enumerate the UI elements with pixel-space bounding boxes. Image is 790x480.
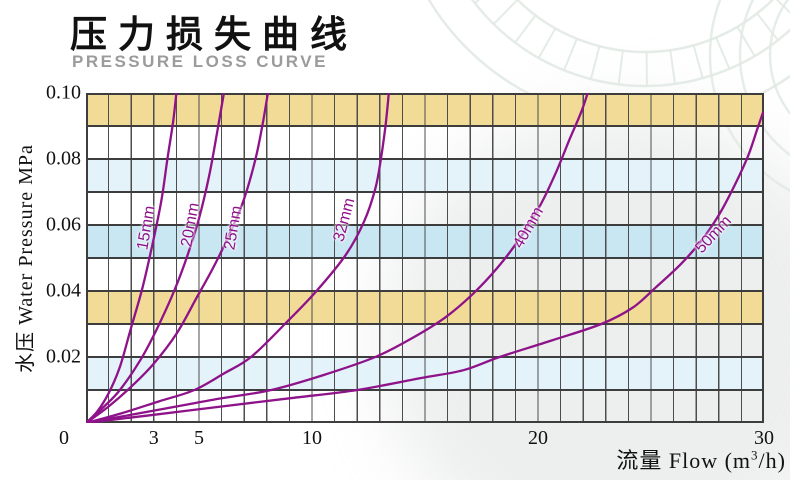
x-tick-label-3: 3 [148, 427, 159, 449]
x-tick-label-5: 5 [194, 427, 204, 449]
y-tick-label-0.06: 0.06 [46, 213, 81, 236]
plot-frame [86, 93, 764, 423]
y-tick-label-0.02: 0.02 [46, 345, 81, 368]
x-tick-label-0: 0 [59, 427, 69, 449]
curve-20mm [86, 93, 226, 423]
page-subtitle: PRESSURE LOSS CURVE [72, 52, 328, 71]
watermark-arc [617, 50, 624, 85]
watermark-arc [669, 50, 677, 85]
watermark-arc [692, 45, 704, 79]
x-axis-title: 流量 Flow (m3/h) [616, 447, 786, 473]
curve-50mm [86, 111, 764, 423]
y-tick-label-0.10: 0.10 [46, 81, 81, 104]
plot-area [86, 93, 764, 423]
watermark-arc [708, 0, 790, 193]
y-tick-label-0.08: 0.08 [46, 147, 81, 170]
x-tick-label-30: 30 [754, 427, 774, 449]
page-title: 压力损失曲线 [70, 14, 358, 55]
watermark-arc [471, 0, 790, 88]
curve-32mm [86, 93, 390, 423]
watermark-arc [756, 12, 779, 41]
x-tick-label-20: 20 [528, 427, 548, 449]
pressure-loss-chart: 15mm 20mm 25mm 32mm 40mm 50mm [86, 93, 764, 423]
watermark-arc [514, 14, 537, 44]
curve-40mm [86, 93, 589, 423]
x-tick-label-10: 10 [302, 427, 322, 449]
watermark-arc [537, 27, 557, 59]
y-axis-title: 水压 Water Pressure MPa [14, 143, 37, 373]
watermark-arc [563, 38, 578, 71]
y-tick-label-0.04: 0.04 [46, 279, 81, 302]
watermark-arc [589, 45, 601, 80]
curve-15mm [86, 93, 178, 423]
watermark-arc [738, 0, 790, 157]
watermark-arc [515, 0, 775, 54]
watermark-arc [768, 0, 790, 116]
watermark-arc [775, 0, 790, 14]
watermark-arc [715, 37, 731, 70]
watermark-arc [736, 26, 756, 57]
watermark-arc [492, 0, 519, 25]
watermark-arc [474, 0, 481, 4]
curve-25mm [86, 93, 270, 423]
